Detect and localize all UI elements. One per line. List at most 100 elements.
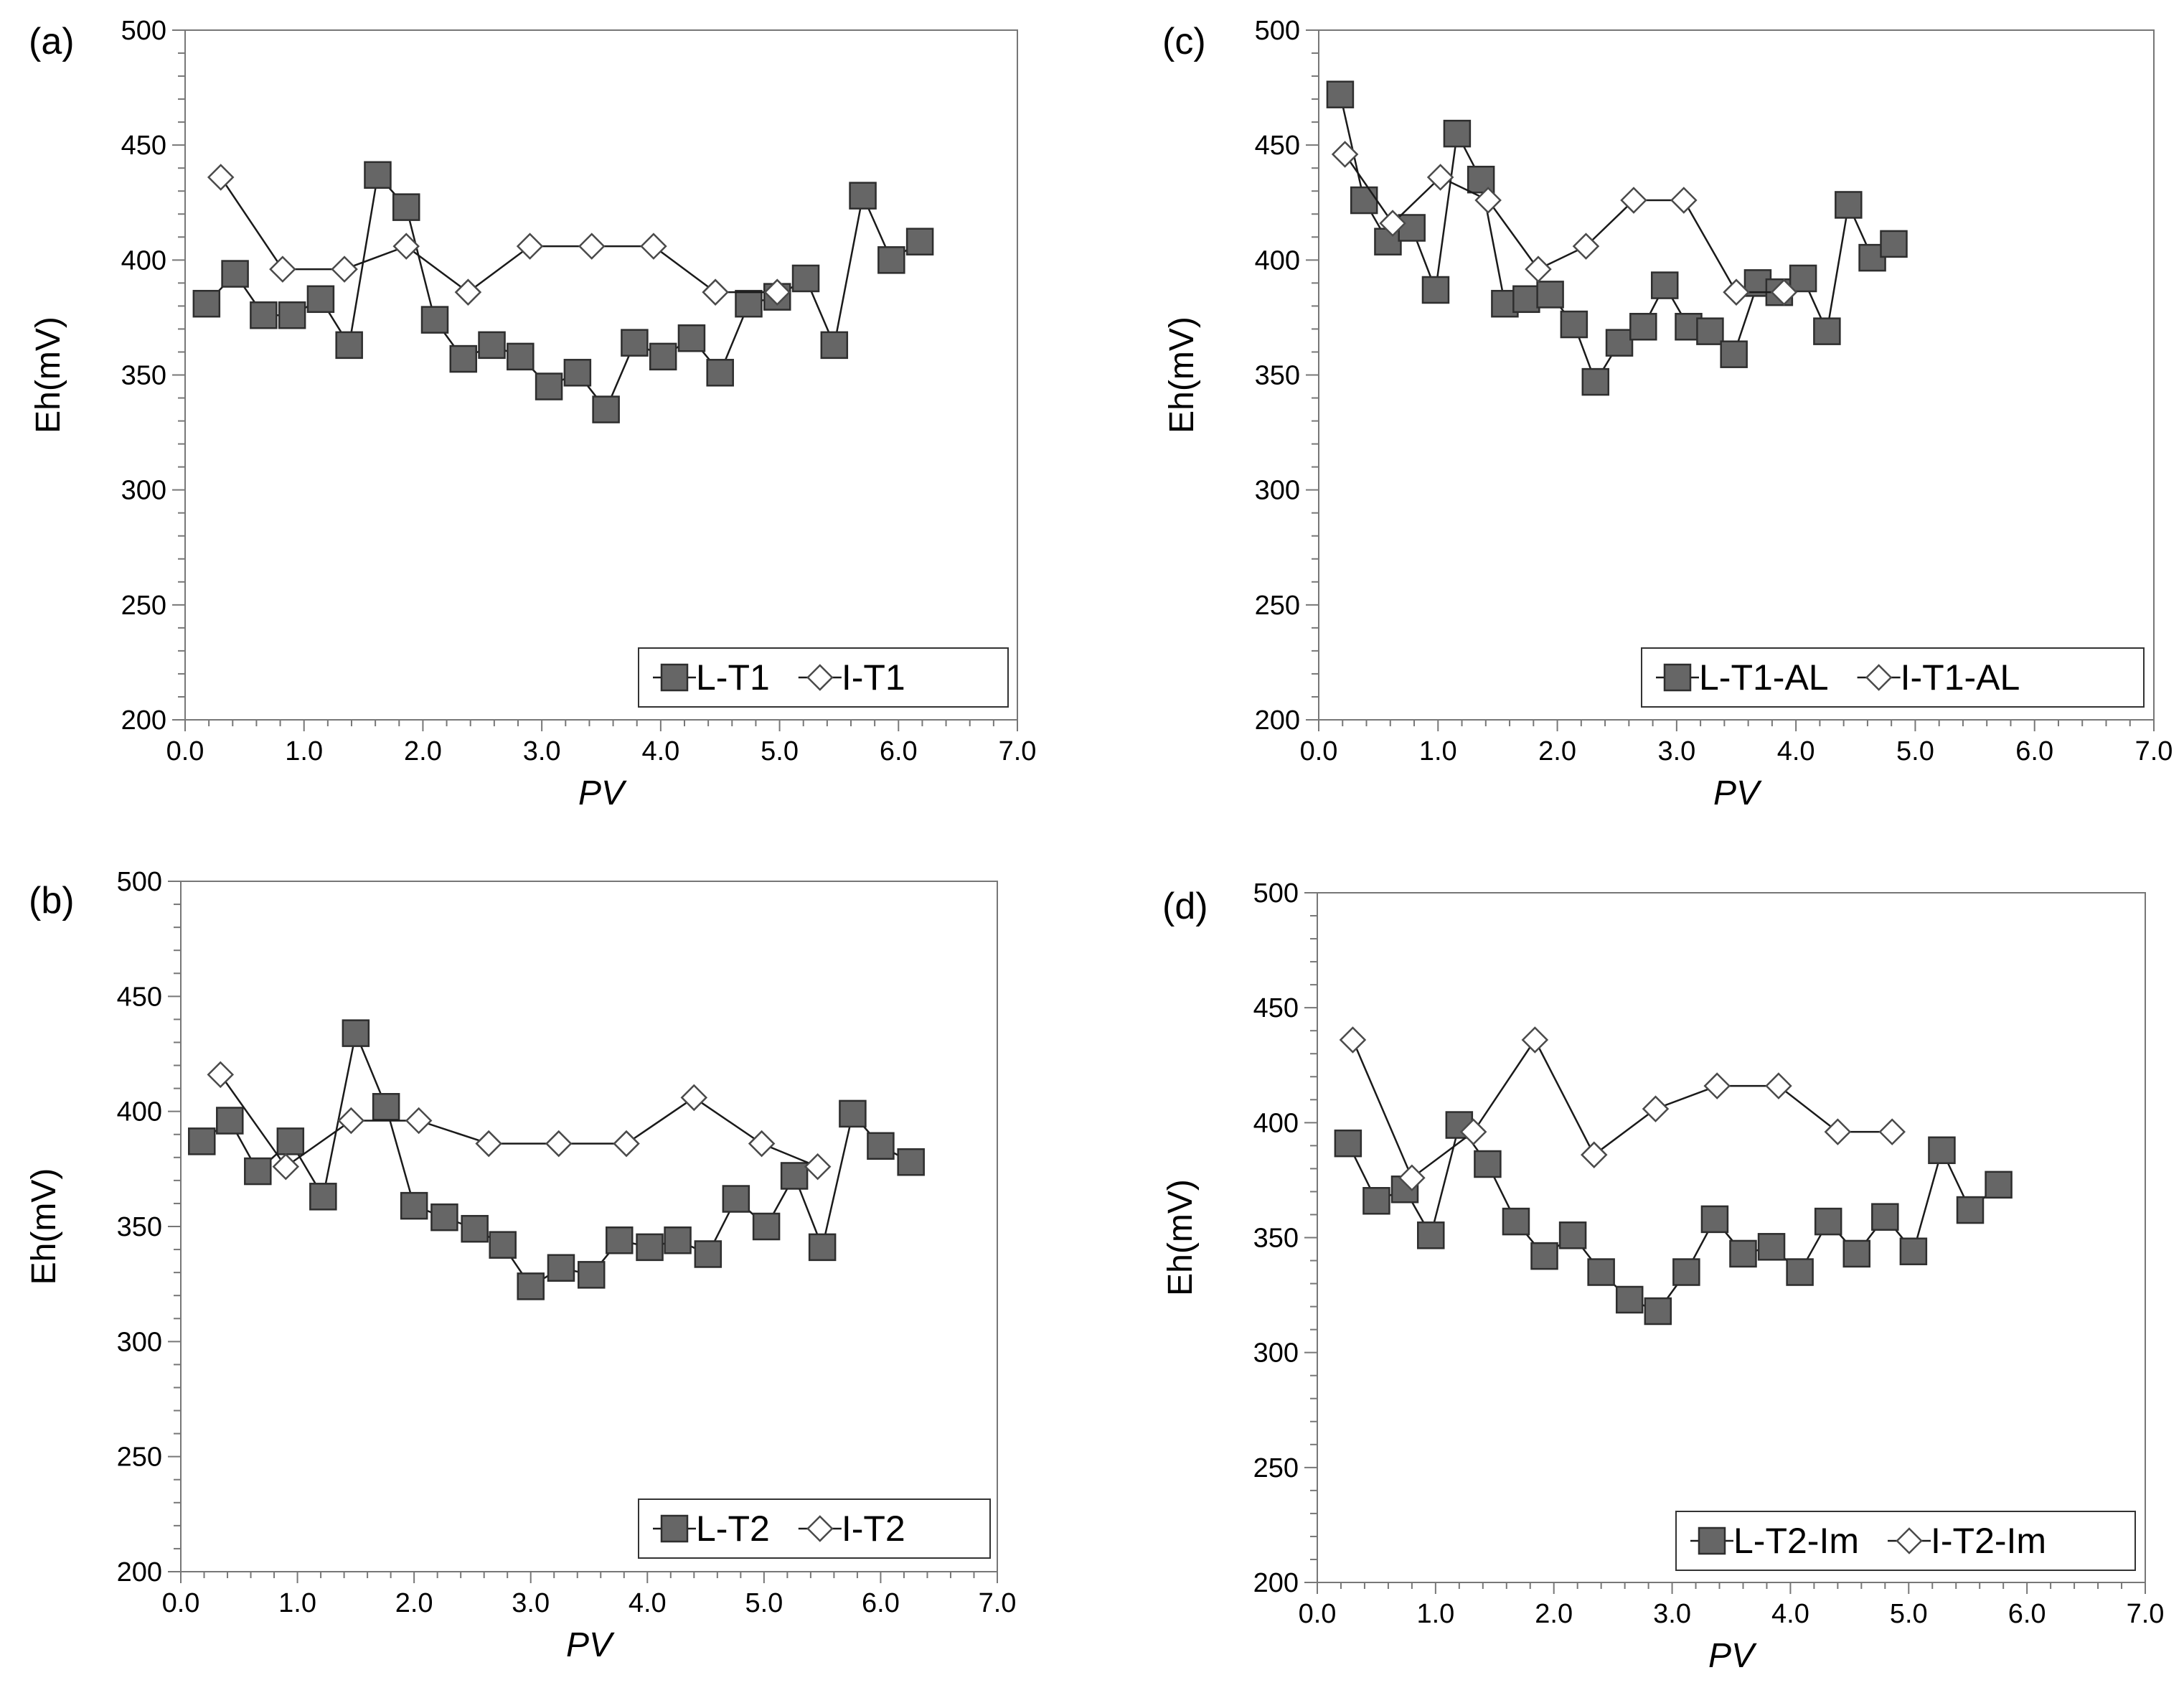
diamond-marker <box>269 255 296 283</box>
square-marker <box>664 1226 692 1254</box>
diamond-marker <box>272 1153 300 1181</box>
legend-label: L-T1 <box>696 657 770 698</box>
diamond-marker <box>331 255 358 283</box>
y-tick-label: 300 <box>121 476 166 506</box>
series-I-T1 <box>207 164 791 306</box>
y-tick-label: 450 <box>1253 993 1299 1023</box>
x-tick-label: 2.0 <box>1535 1599 1573 1629</box>
y-tick-label: 500 <box>117 867 162 897</box>
square-marker <box>1650 271 1679 299</box>
square-marker <box>278 301 306 329</box>
legend-label: I-T1 <box>842 657 905 698</box>
panel-label: (b) <box>29 880 75 921</box>
y-tick-label: 250 <box>121 591 166 621</box>
panel-label: (a) <box>29 21 75 62</box>
diamond-marker <box>1670 187 1698 214</box>
square-marker <box>849 182 877 210</box>
square-marker <box>1985 1171 2013 1199</box>
square-marker <box>1512 285 1540 314</box>
x-tick-label: 1.0 <box>1419 736 1457 766</box>
diamond-marker <box>1878 1118 1906 1145</box>
x-tick-label: 4.0 <box>641 736 679 766</box>
square-marker <box>1880 230 1908 258</box>
series-line <box>1344 154 1784 294</box>
series-I-T1-AL <box>1331 141 1798 306</box>
diamond-marker <box>1474 187 1502 214</box>
diamond-marker <box>405 1107 433 1135</box>
diamond-marker <box>748 1130 776 1158</box>
square-marker <box>507 342 535 371</box>
square-marker <box>364 161 392 189</box>
diamond-marker <box>1723 278 1750 306</box>
legend-marker <box>1663 663 1692 692</box>
x-tick-label: 5.0 <box>745 1588 783 1618</box>
chart-panel-a: 200 250 300 350 400 450 500 0.0 1.0 2.0 3.0 4.0 5.0 6… <box>29 16 1036 812</box>
y-tick-label: 350 <box>117 1212 162 1242</box>
legend-marker <box>1865 664 1893 691</box>
square-marker <box>1502 1207 1530 1236</box>
square-marker <box>563 359 592 387</box>
y-tick-label: 300 <box>1253 1338 1299 1369</box>
square-marker <box>250 301 278 329</box>
square-marker <box>897 1148 925 1176</box>
x-tick-label: 3.0 <box>523 736 561 766</box>
square-marker <box>1814 1207 1842 1236</box>
legend-label: I-T1-AL <box>1901 657 2020 698</box>
square-marker <box>1350 186 1378 215</box>
y-tick-label: 250 <box>117 1443 162 1473</box>
square-marker <box>1786 1258 1814 1286</box>
x-tick-label: 1.0 <box>285 736 323 766</box>
legend: L-T1 I-T1 <box>638 647 1009 708</box>
y-tick-label: 300 <box>1255 476 1300 506</box>
square-marker <box>877 246 905 274</box>
y-axis-title: Eh(mV) <box>1163 316 1201 433</box>
diamond-marker <box>454 278 482 306</box>
legend-label: I-T2 <box>842 1509 905 1549</box>
y-tick-label: 350 <box>121 361 166 391</box>
diamond-marker <box>763 278 791 306</box>
square-marker <box>1417 1221 1445 1249</box>
square-marker <box>1443 119 1472 148</box>
square-marker <box>649 342 677 371</box>
y-tick-label: 350 <box>1255 361 1300 391</box>
series-L-T2 <box>188 1019 925 1300</box>
square-marker <box>1536 281 1564 309</box>
y-tick-label: 200 <box>1255 705 1300 736</box>
square-marker <box>1629 312 1657 341</box>
x-tick-label: 7.0 <box>979 1588 1017 1618</box>
square-marker <box>1672 1258 1700 1286</box>
diamond-marker <box>1398 1164 1426 1191</box>
diamond-marker <box>1459 1118 1487 1145</box>
square-marker <box>791 264 820 293</box>
x-axis-title: PV <box>566 1626 615 1664</box>
y-tick-label: 450 <box>117 982 162 1012</box>
panel-label: (d) <box>1162 886 1208 927</box>
legend-label: L-T2-Im <box>1733 1521 1859 1561</box>
square-marker <box>1605 329 1634 357</box>
square-marker <box>677 324 706 352</box>
square-marker <box>1928 1136 1956 1165</box>
series-L-T2-Im <box>1334 1111 2013 1326</box>
diamond-marker <box>392 233 420 260</box>
y-tick-label: 350 <box>1253 1224 1299 1254</box>
diamond-marker <box>1572 233 1600 260</box>
chart-panel-d: 200 250 300 350 400 450 500 0.0 1.0 2.0 3.0 4.0 5.0 6… <box>1162 878 2164 1675</box>
series-line <box>201 1030 912 1288</box>
square-marker <box>400 1191 428 1220</box>
diamond-marker <box>545 1130 573 1158</box>
x-tick-label: 5.0 <box>1890 1599 1928 1629</box>
square-marker <box>1757 1233 1786 1261</box>
y-tick-label: 400 <box>1253 1108 1299 1138</box>
diamond-marker <box>1331 141 1359 168</box>
legend-marker <box>660 1514 689 1543</box>
square-marker <box>621 329 649 357</box>
legend-marker <box>806 664 834 691</box>
legend: L-T2 I-T2 <box>638 1498 991 1559</box>
y-tick-label: 200 <box>121 705 166 736</box>
diamond-marker <box>207 164 235 191</box>
square-marker <box>1560 310 1588 339</box>
diamond-marker <box>516 233 544 260</box>
square-marker <box>478 331 506 360</box>
legend-label: I-T2-Im <box>1931 1521 2046 1561</box>
